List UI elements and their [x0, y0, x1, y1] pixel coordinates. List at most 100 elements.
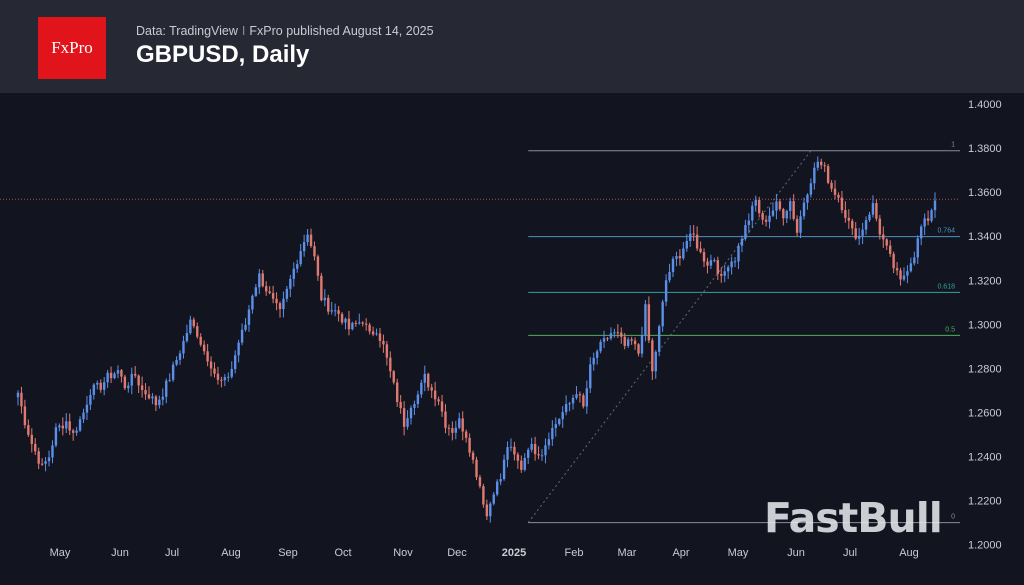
candle-body-28 — [113, 373, 116, 379]
x-tick-label-6: Nov — [393, 547, 413, 559]
candle-body-206 — [726, 267, 730, 272]
chart-svg: 1 0.764 0.618 0.5 0 1.2000 1.2200 1.2400 1.2600… — [0, 99, 1002, 559]
candle-body-83 — [302, 242, 306, 252]
candle-body-12 — [58, 425, 61, 428]
candle-body-253 — [888, 245, 892, 254]
candle-body-17 — [75, 430, 78, 433]
y-tick-label-4: 1.2800 — [968, 363, 1002, 375]
candle-body-266 — [933, 200, 937, 211]
candle-body-37 — [144, 389, 147, 395]
x-tick-label-8: 2025 — [502, 547, 526, 559]
candle-body-195 — [689, 233, 692, 241]
candle-body-112 — [402, 408, 406, 427]
candle-body-67 — [247, 309, 251, 325]
y-tick-label-6: 1.3200 — [968, 275, 1002, 287]
candle-body-261 — [916, 238, 919, 258]
candle-body-71 — [261, 273, 264, 287]
fastbull-watermark: FastBull — [764, 494, 943, 542]
candle-body-221 — [778, 201, 782, 210]
x-tick-label-1: Jun — [111, 547, 129, 559]
candle-body-236 — [830, 182, 833, 189]
candle-body-134 — [478, 477, 482, 487]
candle-body-201 — [709, 260, 713, 266]
candle-body-166 — [589, 364, 592, 389]
candle-body-25 — [102, 382, 106, 390]
candle-body-11 — [54, 427, 58, 446]
candle-body-109 — [392, 371, 395, 383]
fxpro-logo: FxPro — [38, 17, 106, 79]
x-tick-label-4: Sep — [278, 547, 298, 559]
candle-body-152 — [540, 455, 544, 457]
y-tick-label-0: 1.2000 — [968, 540, 1002, 552]
candle-body-254 — [892, 253, 895, 269]
candle-body-76 — [278, 303, 282, 310]
candle-body-1 — [20, 392, 23, 407]
candle-body-207 — [730, 261, 733, 268]
candle-body-140 — [499, 479, 502, 482]
candle-body-137 — [489, 503, 492, 517]
candle-body-26 — [106, 372, 109, 383]
candle-body-226 — [795, 218, 799, 233]
candle-body-57 — [213, 368, 216, 374]
candle-body-127 — [454, 427, 458, 433]
candle-body-188 — [664, 280, 668, 302]
candle-body-114 — [409, 407, 413, 419]
candle-body-167 — [592, 357, 595, 365]
candle-body-260 — [913, 257, 916, 264]
candle-body-95 — [344, 318, 347, 323]
candle-body-258 — [906, 271, 909, 276]
candle-body-32 — [127, 385, 130, 389]
candle-body-228 — [802, 202, 806, 217]
candle-body-7 — [40, 463, 44, 465]
candle-body-62 — [230, 369, 233, 377]
candle-body-225 — [792, 201, 795, 219]
candle-body-178 — [630, 339, 633, 341]
candle-body-5 — [34, 443, 37, 452]
candle-body-147 — [523, 457, 526, 470]
candle-body-61 — [227, 376, 230, 378]
candle-body-108 — [389, 357, 392, 372]
candle-body-240 — [844, 210, 847, 218]
candle-body-87 — [316, 256, 320, 276]
candle-body-115 — [413, 404, 416, 408]
candle-body-48 — [182, 340, 185, 354]
candle-body-175 — [620, 332, 623, 337]
published-date: FxPro published August 14, 2025 — [249, 24, 434, 38]
candle-body-21 — [89, 394, 92, 405]
candle-body-66 — [244, 324, 247, 330]
candle-body-64 — [237, 342, 240, 356]
fib-level-label-4: 0 — [951, 514, 955, 521]
candle-body-265 — [930, 210, 933, 221]
candle-body-239 — [840, 197, 844, 211]
candle-body-214 — [754, 199, 757, 206]
candle-body-181 — [640, 335, 644, 354]
candle-body-53 — [199, 336, 202, 345]
candle-body-146 — [520, 460, 523, 470]
fibonacci-levels: 1 0.764 0.618 0.5 0 — [528, 142, 960, 524]
candle-body-89 — [323, 297, 327, 301]
x-tick-label-9: Feb — [565, 547, 584, 559]
x-tick-label-12: May — [728, 547, 749, 559]
candle-body-197 — [695, 234, 699, 249]
candle-body-237 — [833, 188, 837, 195]
candle-body-180 — [637, 344, 640, 354]
candle-body-209 — [737, 245, 740, 262]
candle-body-193 — [682, 248, 685, 259]
fib-level-label-0: 1 — [951, 142, 955, 149]
candle-body-203 — [716, 260, 720, 275]
candle-body-223 — [785, 210, 788, 219]
candle-body-98 — [354, 322, 358, 324]
fib-level-label-3: 0.5 — [945, 326, 955, 333]
candle-body-202 — [713, 260, 716, 262]
candle-body-169 — [599, 341, 602, 352]
candle-body-136 — [485, 504, 489, 517]
candle-body-161 — [571, 397, 575, 404]
candle-body-220 — [775, 201, 778, 211]
candle-body-235 — [826, 166, 830, 183]
candle-body-43 — [165, 380, 168, 397]
candle-body-200 — [706, 261, 709, 266]
candle-body-247 — [868, 214, 871, 221]
x-tick-label-11: Apr — [672, 547, 689, 559]
candle-body-20 — [85, 404, 89, 413]
candle-body-187 — [661, 301, 664, 327]
